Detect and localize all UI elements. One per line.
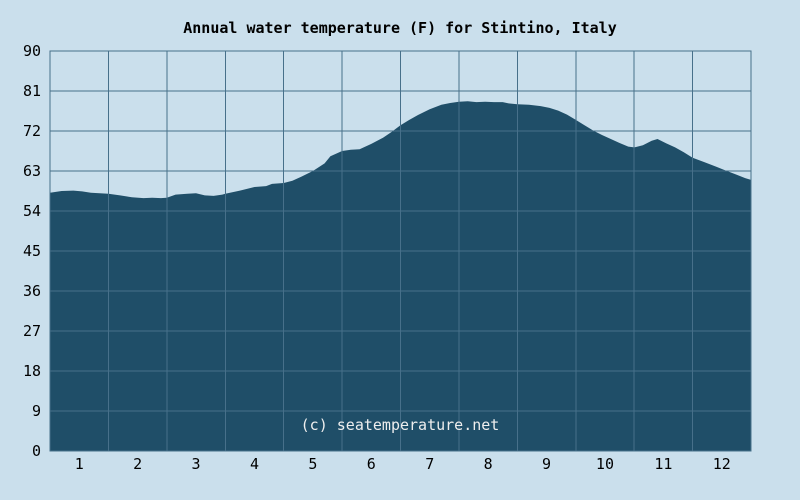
x-tick-label: 9 bbox=[542, 455, 552, 473]
y-tick-label: 9 bbox=[31, 402, 41, 420]
watermark-text: (c) seatemperature.net bbox=[300, 416, 500, 434]
y-tick-label: 54 bbox=[22, 202, 41, 220]
x-tick-label: 3 bbox=[191, 455, 201, 473]
y-tick-label: 81 bbox=[22, 82, 41, 100]
chart-title: Annual water temperature (F) for Stintin… bbox=[183, 19, 617, 37]
x-tick-label: 8 bbox=[483, 455, 493, 473]
x-tick-label: 6 bbox=[366, 455, 376, 473]
x-tick-label: 11 bbox=[654, 455, 673, 473]
x-tick-label: 5 bbox=[308, 455, 318, 473]
y-tick-label: 45 bbox=[22, 242, 41, 260]
y-tick-label: 63 bbox=[22, 162, 41, 180]
y-tick-label: 27 bbox=[22, 322, 41, 340]
y-tick-label: 36 bbox=[22, 282, 41, 300]
x-tick-label: 1 bbox=[74, 455, 84, 473]
x-tick-label: 4 bbox=[249, 455, 259, 473]
y-tick-label: 72 bbox=[22, 122, 41, 140]
plot-border bbox=[49, 50, 752, 452]
x-tick-label: 2 bbox=[133, 455, 143, 473]
y-tick-label: 18 bbox=[22, 362, 41, 380]
x-tick-label: 10 bbox=[595, 455, 614, 473]
y-tick-label: 0 bbox=[31, 442, 41, 460]
x-tick-label: 7 bbox=[425, 455, 435, 473]
x-tick-label: 12 bbox=[712, 455, 731, 473]
y-tick-label: 90 bbox=[22, 42, 41, 60]
